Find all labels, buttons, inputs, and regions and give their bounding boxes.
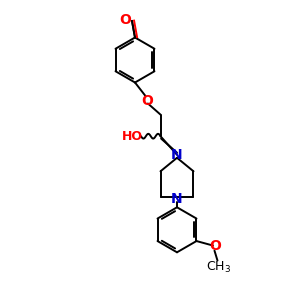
Text: CH$_3$: CH$_3$ [206,260,232,275]
Text: N: N [171,192,183,206]
Text: O: O [141,94,153,107]
Text: O: O [119,13,131,27]
Text: HO: HO [122,130,143,143]
Text: N: N [171,148,183,162]
Text: O: O [209,238,221,253]
